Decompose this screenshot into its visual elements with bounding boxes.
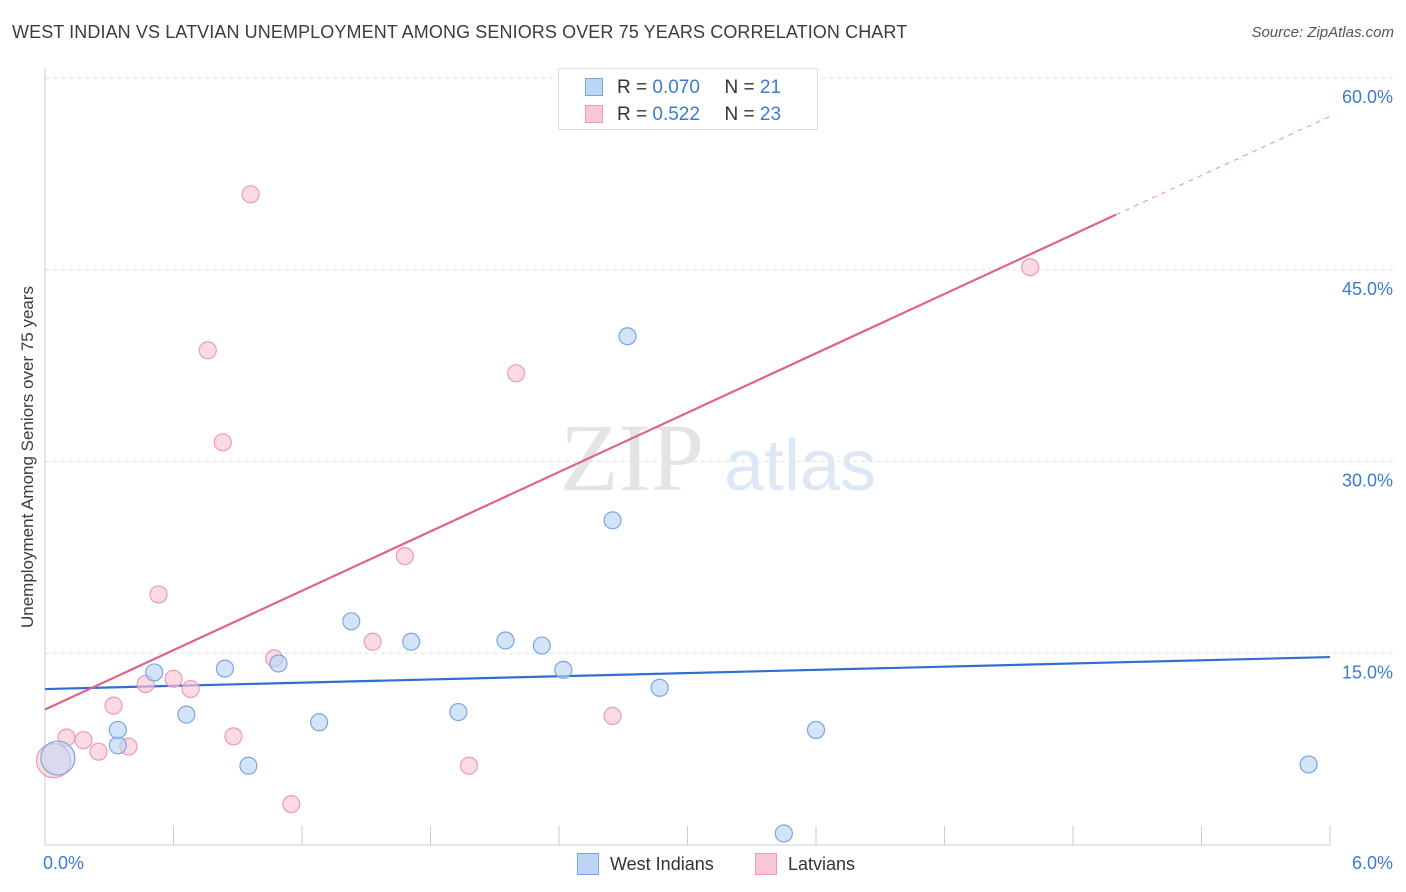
point-west-indians <box>269 654 288 673</box>
point-west-indians <box>215 659 234 678</box>
legend-label-latvians: Latvians <box>788 854 856 874</box>
watermark: ZIP atlas <box>560 404 876 511</box>
grid-lines <box>45 77 1395 654</box>
trend-line-west-indians <box>44 655 1331 691</box>
source-label: Source: ZipAtlas.com <box>1251 24 1394 41</box>
point-west-indians <box>402 632 421 651</box>
point-latvians <box>149 585 168 604</box>
point-latvians <box>459 756 479 775</box>
legend-r-value-west-indians: 0.070 <box>652 77 700 98</box>
point-latvians <box>213 433 232 452</box>
point-latvians <box>395 546 414 566</box>
data-points <box>35 93 1318 843</box>
point-west-indians <box>603 511 622 530</box>
point-west-indians <box>806 720 826 740</box>
x-tick-label-max: 6.0% <box>1352 853 1393 873</box>
point-west-indians <box>496 631 515 650</box>
point-latvians <box>164 669 183 688</box>
point-west-indians <box>108 736 127 755</box>
legend-n-value-west-indians: 21 <box>759 77 782 98</box>
point-latvians <box>603 706 622 725</box>
point-latvians <box>181 679 200 699</box>
legend-r-label: R = <box>617 77 648 98</box>
legend-r-label: R = <box>617 104 648 125</box>
point-latvians <box>104 696 123 715</box>
watermark-zip: ZIP <box>560 404 704 511</box>
trend-line-latvians <box>44 213 1117 711</box>
point-west-indians <box>40 740 76 776</box>
point-west-indians <box>774 824 793 843</box>
point-west-indians <box>342 612 361 631</box>
point-latvians <box>224 727 243 746</box>
y-tick-label: 45.0% <box>1342 279 1393 299</box>
y-tick-label: 15.0% <box>1342 662 1393 682</box>
watermark-atlas: atlas <box>724 426 876 506</box>
y-tick-label: 30.0% <box>1342 471 1393 491</box>
point-west-indians <box>239 756 258 775</box>
legend-n-value-latvians: 23 <box>759 104 782 125</box>
point-west-indians <box>310 713 329 732</box>
point-latvians <box>241 185 260 204</box>
west-indians-swatch <box>577 853 599 875</box>
legend-r-value-latvians: 0.522 <box>652 104 700 125</box>
axes <box>44 68 1331 846</box>
point-west-indians <box>532 636 551 655</box>
point-west-indians <box>449 702 468 722</box>
point-latvians <box>363 632 382 651</box>
trend-line-latvians-extension <box>1115 115 1331 216</box>
point-west-indians <box>177 705 196 724</box>
point-west-indians <box>1299 755 1318 774</box>
series-legend: West Indians Latvians <box>0 852 1406 878</box>
latvians-swatch <box>585 105 603 123</box>
point-latvians <box>198 341 217 360</box>
west-indians-swatch <box>585 78 603 96</box>
x-tick-label-min: 0.0% <box>43 853 84 873</box>
chart-title: WEST INDIAN VS LATVIAN UNEMPLOYMENT AMON… <box>12 22 908 42</box>
point-west-indians <box>145 663 164 682</box>
point-west-indians <box>554 660 573 679</box>
point-latvians <box>507 364 526 383</box>
correlation-legend: R = 0.070 N = 21 R = 0.522 N = 23 <box>558 68 818 130</box>
point-latvians <box>282 794 301 814</box>
point-west-indians <box>618 327 637 346</box>
trend-lines <box>44 115 1331 711</box>
legend-label-west-indians: West Indians <box>610 854 714 874</box>
point-west-indians <box>650 678 669 697</box>
point-latvians <box>89 742 108 761</box>
point-latvians <box>74 731 93 750</box>
legend-n-label: N = <box>724 77 755 98</box>
y-tick-label: 60.0% <box>1342 87 1393 107</box>
point-latvians <box>1021 258 1040 277</box>
point-west-indians <box>108 720 127 740</box>
latvians-swatch <box>755 853 777 875</box>
tick-labels: 15.0% 30.0% 45.0% 60.0% 0.0% 6.0% <box>43 87 1393 873</box>
legend-n-label: N = <box>724 104 755 125</box>
